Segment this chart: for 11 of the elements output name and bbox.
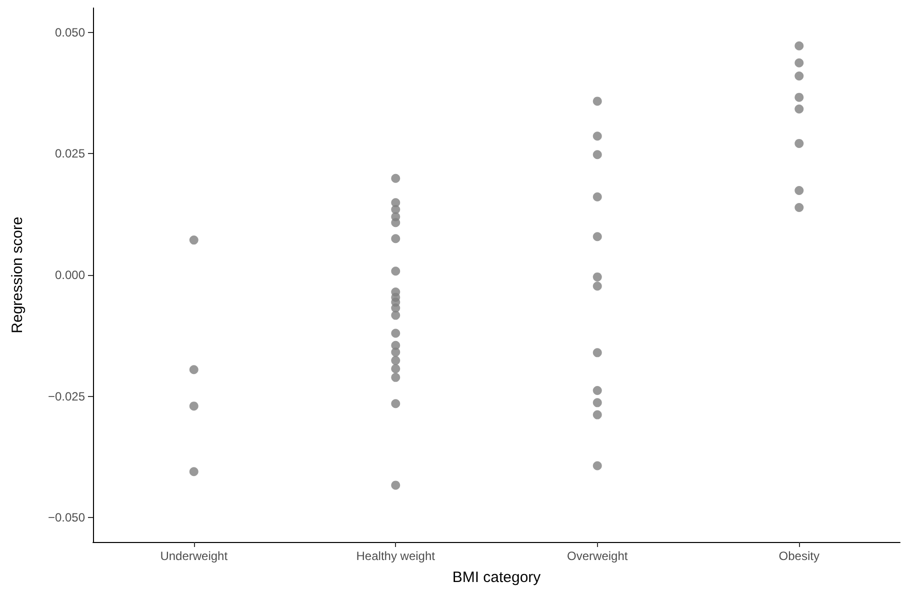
x-tick-label: Underweight xyxy=(160,549,228,563)
y-tick-label: −0.025 xyxy=(48,389,86,404)
y-tick-label: 0.000 xyxy=(54,268,86,282)
x-tick-label: Healthy weight xyxy=(356,549,436,563)
x-tick-label: Obesity xyxy=(778,549,820,563)
y-tick-label: 0.050 xyxy=(54,25,86,40)
y-tick-label: −0.050 xyxy=(48,510,86,525)
x-axis-title: BMI category xyxy=(452,569,542,586)
y-tick-label: 0.025 xyxy=(54,146,86,161)
x-tick-label: Overweight xyxy=(567,549,628,563)
y-axis-title: Regression score xyxy=(9,216,26,334)
